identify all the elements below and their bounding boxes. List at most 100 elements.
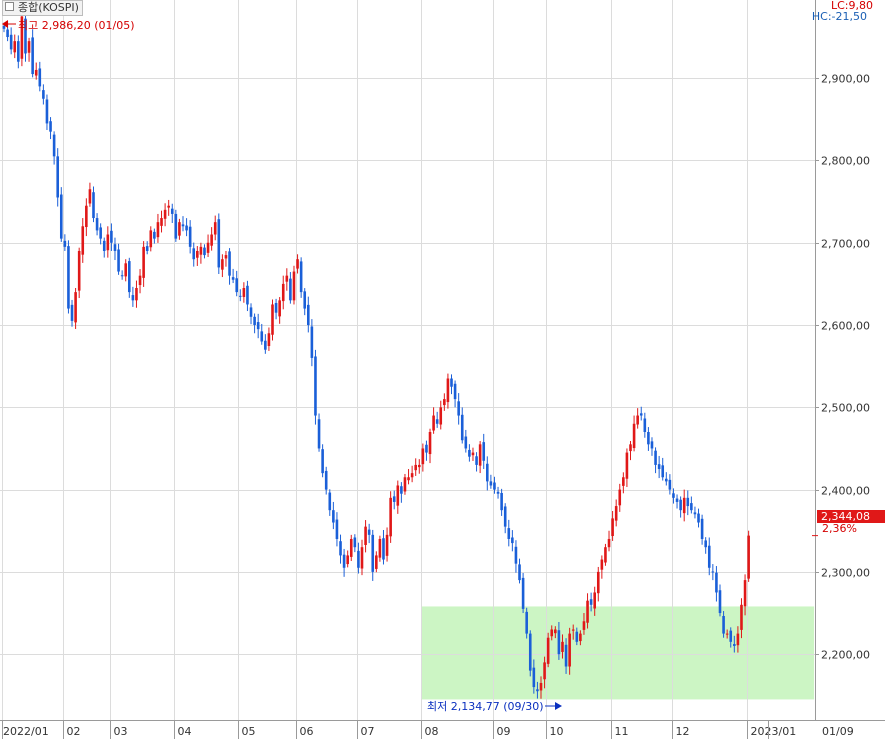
candle-body [389, 497, 392, 537]
candle-body [367, 529, 371, 535]
candle-body [665, 478, 668, 482]
x-tick-label: 2022/01 [3, 725, 49, 738]
checkbox-icon [5, 2, 14, 11]
candle-body [561, 641, 564, 652]
candle-body [167, 205, 170, 208]
candle-body [224, 255, 228, 259]
low-arrow-icon [555, 702, 562, 710]
y-tick-label: 2,500,00 [821, 402, 870, 415]
candle-body [557, 630, 561, 655]
candle-body [586, 600, 589, 623]
candle-body [163, 209, 167, 219]
candle-body [95, 218, 99, 231]
candle-body [135, 288, 138, 301]
candle-body [188, 226, 192, 247]
candle-body [639, 413, 643, 416]
candle-body [579, 633, 582, 642]
candle-layer [2, 11, 750, 699]
candle-body [106, 234, 110, 251]
candle-body [400, 486, 403, 494]
candle-body [417, 464, 421, 468]
x-tick-label: 11 [615, 725, 629, 738]
candle-body [453, 383, 457, 400]
candle-body [217, 219, 221, 268]
x-tick-label: 05 [242, 725, 256, 738]
candle-body [357, 550, 360, 568]
candle-body [600, 559, 604, 570]
candle-body [582, 621, 586, 630]
highlight-zone-layer [421, 606, 815, 700]
candle-body [539, 682, 543, 691]
marker-layer [2, 20, 562, 710]
x-tick-layer: 2022/01 02 03 04 05 06 07 08 09 10 11 12 2023/01 01/0… [2, 720, 854, 739]
candle-body [324, 470, 328, 490]
candle-body [647, 432, 650, 445]
candle-body [253, 316, 256, 326]
candle-body [410, 473, 414, 478]
candle-body [500, 492, 503, 511]
y-tick-label: 2,900,00 [821, 73, 870, 86]
candle-body [131, 295, 135, 301]
high-arrow-icon [2, 20, 8, 28]
candle-body [27, 41, 31, 53]
candle-body [718, 590, 722, 614]
candle-body [625, 452, 629, 479]
x-tick-label: 10 [550, 725, 564, 738]
y-tick-layer: 2,200,00 2,300,00 2,400,00 2,500,00 2,600,00… [812, 73, 870, 662]
candle-body [13, 41, 17, 53]
candle-body [117, 249, 120, 272]
candle-body [650, 441, 654, 449]
candle-body [604, 547, 607, 563]
y-tick-label: 2,700,00 [821, 238, 870, 251]
candle-body [70, 304, 74, 321]
candle-body [643, 418, 647, 432]
candle-body [339, 541, 342, 556]
x-tick-label: 04 [178, 725, 192, 738]
candle-body [138, 275, 142, 286]
candle-body [740, 604, 743, 630]
candle-body [396, 485, 400, 506]
candle-body [228, 251, 231, 276]
candle-body [92, 192, 95, 219]
candle-body [328, 492, 332, 511]
candle-body [478, 444, 482, 466]
y-tick-label: 2,600,00 [821, 320, 870, 333]
candle-body [289, 278, 292, 301]
candle-body [589, 599, 593, 605]
candle-body [511, 537, 514, 544]
candle-body [181, 224, 185, 227]
candle-body [382, 538, 385, 560]
candle-body [24, 18, 27, 54]
current-change-label: 2,36% [822, 522, 857, 535]
candle-body [704, 540, 707, 548]
candle-body [52, 134, 56, 157]
candle-body [707, 545, 711, 568]
candle-body [614, 506, 618, 521]
candle-body [314, 356, 317, 416]
candle-body [56, 156, 59, 198]
candle-body [736, 633, 740, 646]
candle-body [507, 528, 511, 539]
candle-body [278, 300, 281, 317]
candle-body [206, 242, 210, 253]
candle-body [88, 189, 92, 204]
candle-body [392, 496, 396, 502]
chart-title-label: 종합(KOSPI) [18, 1, 79, 14]
y-tick-label: 2,800,00 [821, 155, 870, 168]
candle-body [657, 464, 661, 470]
candle-body [231, 277, 235, 280]
candle-body [74, 292, 77, 323]
candle-body [9, 34, 13, 50]
candle-body [42, 90, 45, 99]
candle-body [59, 194, 63, 239]
candle-body [120, 275, 124, 277]
candle-body [235, 278, 238, 293]
candle-body [256, 322, 260, 330]
candle-body [564, 644, 568, 667]
candle-body [686, 497, 690, 507]
candle-body [693, 512, 697, 515]
candle-body [435, 419, 439, 424]
candle-body [299, 261, 303, 293]
candle-body [428, 432, 432, 455]
